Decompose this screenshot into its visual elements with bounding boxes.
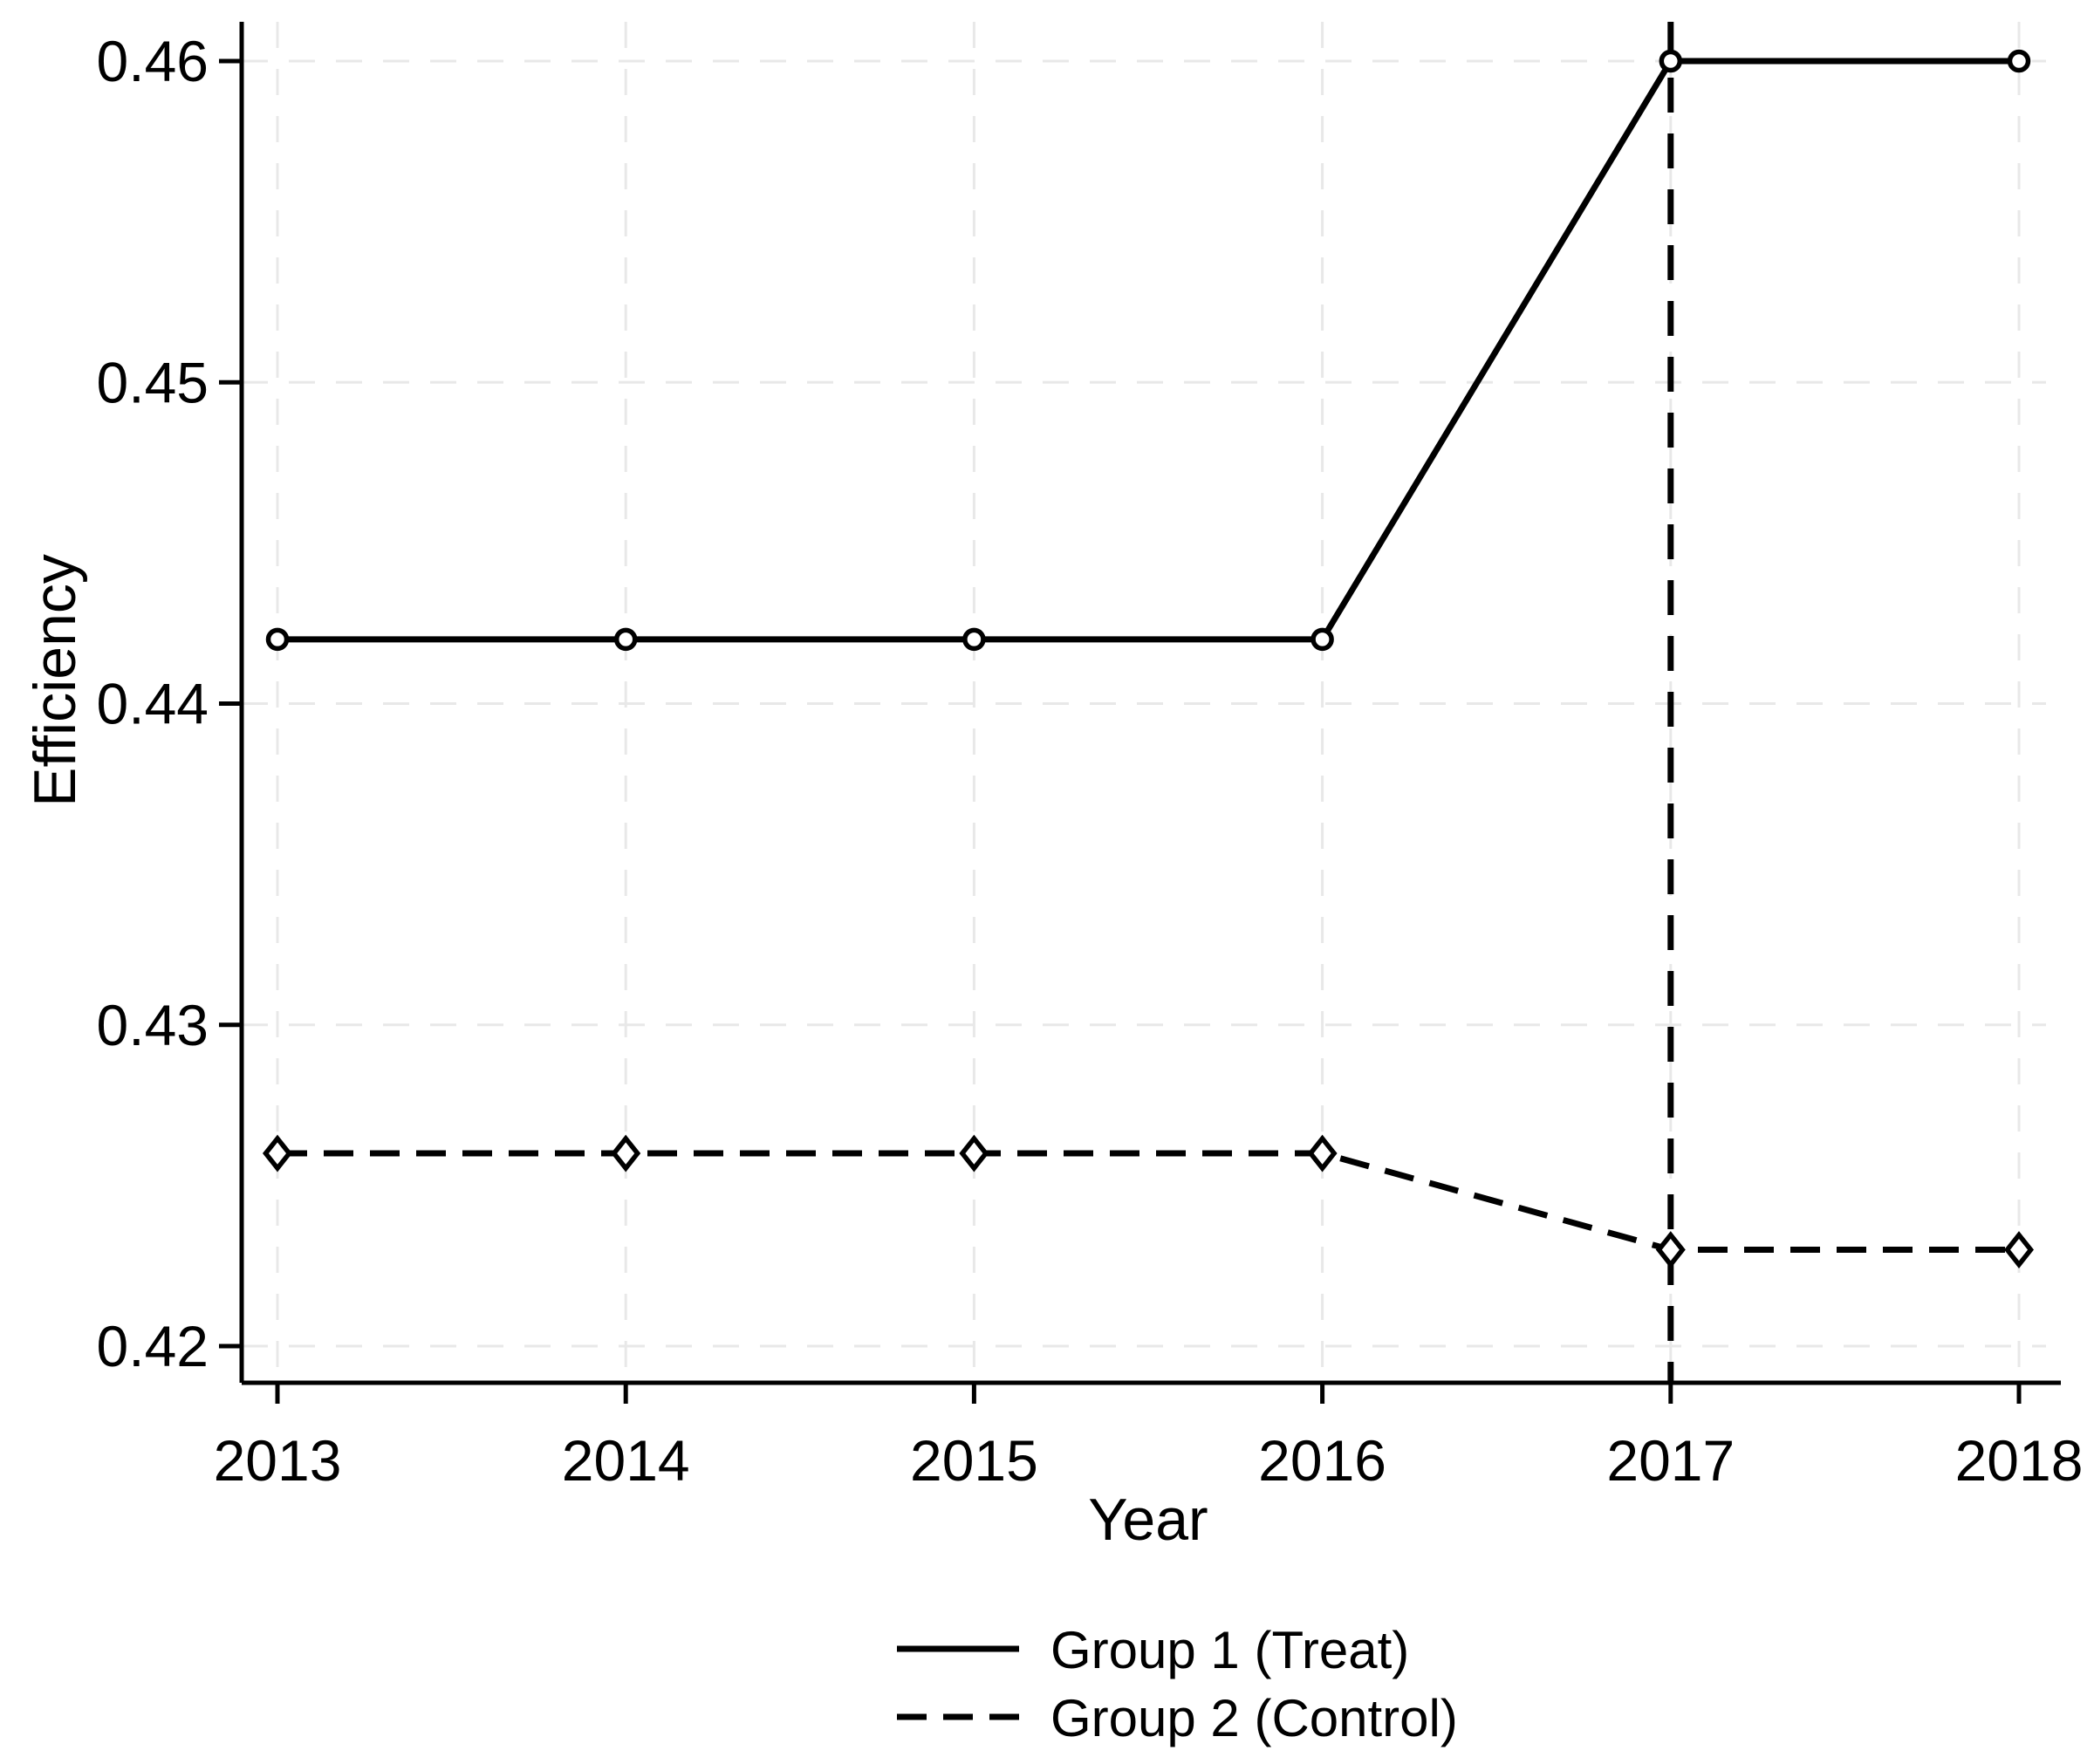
data-point-diamond-2016 bbox=[1307, 1134, 1338, 1173]
data-point-diamond-2017 bbox=[1655, 1231, 1686, 1268]
y-tick-label-0.43: 0.43 bbox=[97, 993, 209, 1057]
y-axis-title: Efficiency bbox=[22, 554, 88, 807]
data-point-circle-2013 bbox=[265, 627, 290, 652]
y-tick-label-0.44: 0.44 bbox=[97, 672, 209, 736]
x-tick-label-2018: 2018 bbox=[1955, 1428, 2084, 1493]
data-point-circle-2016 bbox=[1310, 627, 1334, 652]
series-lines-layer bbox=[277, 58, 2019, 1254]
gridlines-layer bbox=[242, 22, 2046, 1383]
chart-legend: Group 1 (Treat) Group 2 (Control) bbox=[897, 1621, 1458, 1747]
data-point-diamond-2013 bbox=[262, 1134, 293, 1173]
data-point-diamond-2018 bbox=[2003, 1231, 2035, 1268]
data-point-circle-2015 bbox=[962, 627, 986, 652]
legend-label-group1: Group 1 (Treat) bbox=[1050, 1621, 1409, 1679]
y-tick-label-0.45: 0.45 bbox=[97, 350, 209, 414]
series-line-1 bbox=[277, 58, 2019, 643]
series-line-2 bbox=[277, 1150, 2019, 1254]
data-point-circle-2018 bbox=[2007, 49, 2031, 73]
x-tick-label-2017: 2017 bbox=[1606, 1428, 1735, 1493]
x-tick-label-2015: 2015 bbox=[910, 1428, 1038, 1493]
axes-layer bbox=[219, 22, 2061, 1404]
y-tick-label-0.42: 0.42 bbox=[97, 1314, 209, 1378]
x-tick-label-2014: 2014 bbox=[562, 1428, 690, 1493]
data-point-circle-2017 bbox=[1659, 49, 1683, 73]
legend-label-group2: Group 2 (Control) bbox=[1050, 1689, 1458, 1747]
data-point-diamond-2014 bbox=[611, 1134, 641, 1173]
data-point-diamond-2015 bbox=[959, 1134, 989, 1173]
x-tick-label-2016: 2016 bbox=[1258, 1428, 1386, 1493]
x-tick-label-2013: 2013 bbox=[214, 1428, 342, 1493]
y-tick-label-0.46: 0.46 bbox=[97, 29, 209, 93]
data-point-circle-2014 bbox=[613, 627, 638, 652]
data-markers-layer bbox=[262, 49, 2035, 1268]
tick-labels-layer: 0.42 0.43 0.44 0.45 0.46 2013 2014 2015 2016 2017… bbox=[97, 29, 2084, 1493]
x-axis-title: Year bbox=[1088, 1487, 1208, 1553]
